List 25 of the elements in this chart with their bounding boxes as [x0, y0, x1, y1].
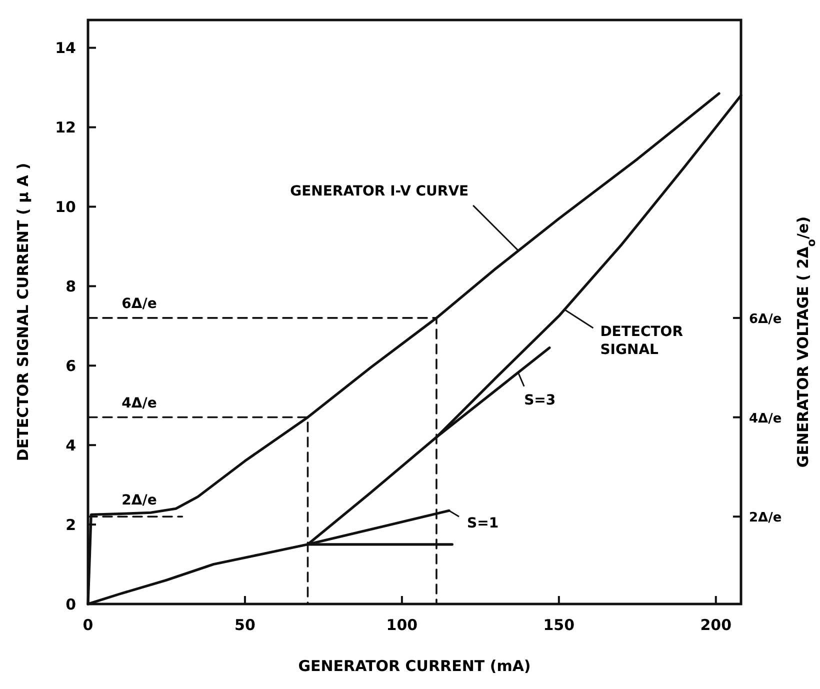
y-tick-label: 14 [55, 39, 76, 58]
x-tick-label: 0 [82, 616, 94, 634]
y-tick-label: 4 [66, 436, 76, 454]
annotation: S=3 [524, 392, 556, 408]
x-tick-label: 50 [234, 616, 256, 634]
y-axis-title: DETECTOR SIGNAL CURRENT ( μ A ) [14, 162, 32, 462]
y-tick-label: 10 [55, 198, 76, 216]
annotation: 6Δ/e [122, 296, 157, 312]
x-axis-title: GENERATOR CURRENT (mA) [298, 657, 531, 675]
x-tick-label: 150 [543, 616, 575, 634]
y-tick-label: 0 [66, 595, 76, 614]
y-tick-label: 2 [66, 516, 76, 534]
y-tick-label: 12 [55, 118, 76, 137]
annotation: GENERATOR I-V CURVE [290, 183, 469, 200]
x-tick-label: 200 [700, 616, 732, 634]
text: 6Δ/e [749, 312, 782, 327]
annotation: DETECTOR SIGNAL [600, 324, 684, 358]
annotation: 2Δ/e [122, 492, 157, 509]
annotation: 4Δ/e [122, 395, 157, 412]
annotation: S=1 [467, 516, 499, 532]
y-tick-label: 8 [66, 277, 76, 296]
text: 2Δ/e [749, 510, 782, 526]
y-tick-label: 6 [66, 356, 76, 375]
text: 4Δ/e [749, 411, 782, 426]
x-tick-label: 100 [386, 616, 418, 634]
